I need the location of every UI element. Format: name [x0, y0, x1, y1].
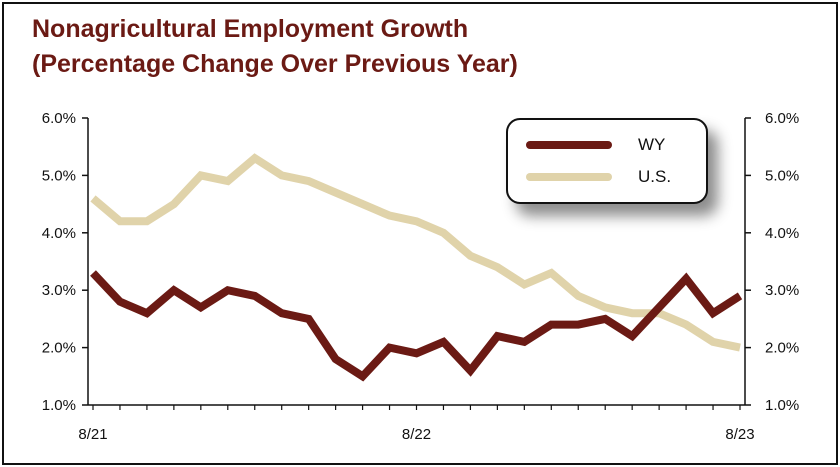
- legend-entry-wy: WY: [526, 133, 665, 157]
- legend-swatch-wy: [526, 141, 612, 149]
- y-tick-label-right: 6.0%: [765, 110, 799, 127]
- y-tick-label-right: 5.0%: [765, 167, 799, 184]
- series-line-us: [90, 153, 741, 352]
- y-tick-label-left: 1.0%: [42, 397, 76, 414]
- y-tick-label-left: 3.0%: [42, 282, 76, 299]
- x-tick-label: 8/23: [725, 426, 754, 443]
- y-tick-label-right: 2.0%: [765, 340, 799, 357]
- title-line-2: (Percentage Change Over Previous Year): [32, 50, 518, 78]
- y-tick-label-right: 1.0%: [765, 397, 799, 414]
- series-line-wy: [90, 270, 743, 382]
- y-tick-label-right: 3.0%: [765, 282, 799, 299]
- chart-title: Nonagricultural Employment Growth (Perce…: [32, 12, 518, 82]
- x-tick-label: 8/21: [78, 426, 107, 443]
- legend-label-wy: WY: [638, 135, 666, 154]
- legend-label-us: U.S.: [638, 167, 672, 186]
- chart-legend: WY U.S.: [506, 118, 708, 204]
- title-line-1: Nonagricultural Employment Growth: [32, 15, 469, 43]
- y-tick-label-left: 2.0%: [42, 340, 76, 357]
- legend-swatch-us: [526, 173, 612, 181]
- y-tick-label-left: 5.0%: [42, 167, 76, 184]
- legend-entry-us: U.S.: [526, 165, 671, 189]
- y-tick-label-left: 6.0%: [42, 110, 76, 127]
- y-tick-label-right: 4.0%: [765, 225, 799, 242]
- y-tick-label-left: 4.0%: [42, 225, 76, 242]
- x-tick-label: 8/22: [402, 426, 431, 443]
